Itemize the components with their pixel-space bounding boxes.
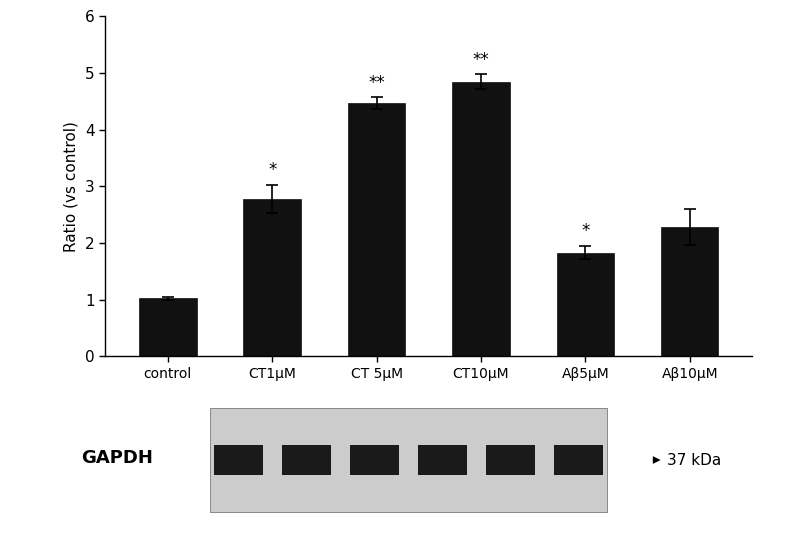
Bar	[139, 299, 197, 356]
Text: GAPDH: GAPDH	[81, 449, 153, 466]
Y-axis label: Ratio (vs control): Ratio (vs control)	[63, 121, 78, 252]
Bar	[661, 227, 718, 356]
Text: **: **	[368, 74, 385, 92]
Bar	[418, 445, 467, 475]
Bar	[348, 103, 405, 356]
Bar	[210, 408, 607, 512]
Bar	[214, 445, 263, 475]
Bar	[554, 445, 603, 475]
Bar	[244, 199, 301, 356]
Bar	[282, 445, 331, 475]
Text: **: **	[472, 50, 489, 68]
Bar	[452, 82, 510, 356]
Text: *: *	[268, 161, 277, 179]
Text: *: *	[581, 222, 590, 240]
Bar	[350, 445, 399, 475]
Bar	[486, 445, 535, 475]
Bar	[557, 253, 614, 356]
Text: 37 kDa: 37 kDa	[667, 453, 722, 467]
